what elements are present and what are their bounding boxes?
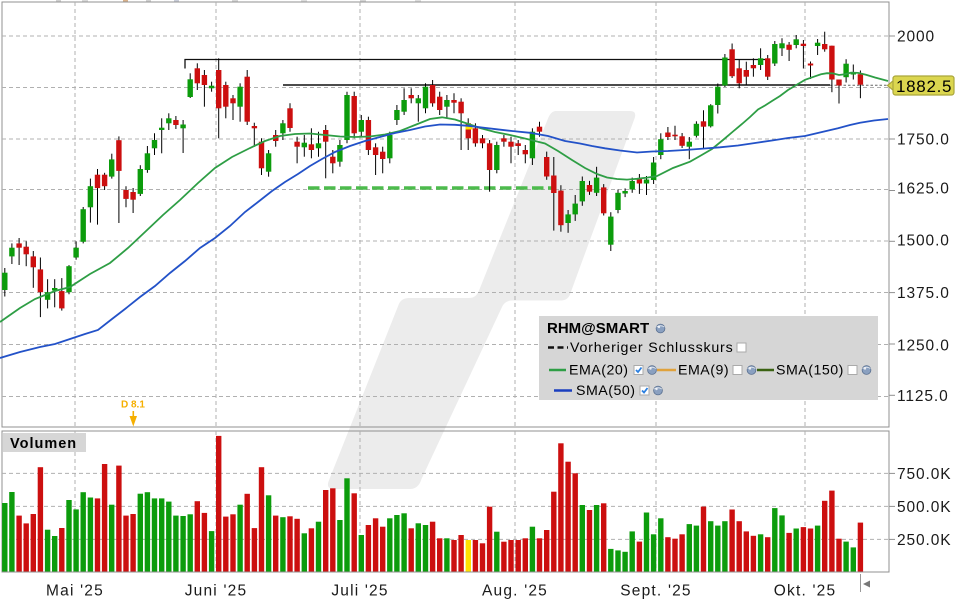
svg-text:250.0K: 250.0K — [897, 532, 952, 549]
svg-text:RHM@SMART: RHM@SMART — [547, 320, 649, 337]
svg-text:Juni '25: Juni '25 — [185, 583, 248, 600]
svg-text:1375.0: 1375.0 — [897, 285, 950, 302]
svg-text:SMA(150): SMA(150) — [776, 363, 844, 379]
svg-text:1500.0: 1500.0 — [897, 233, 950, 250]
svg-text:2000: 2000 — [897, 29, 935, 46]
svg-text:Vorheriger Schlusskurs: Vorheriger Schlusskurs — [570, 340, 733, 356]
svg-text:EMA(9): EMA(9) — [678, 363, 729, 379]
svg-text:Okt. '25: Okt. '25 — [774, 583, 837, 600]
svg-text:1625.0: 1625.0 — [897, 181, 950, 198]
svg-text:Aug. '25: Aug. '25 — [482, 583, 548, 600]
svg-text:Volumen: Volumen — [10, 436, 77, 452]
svg-text:1125.0: 1125.0 — [897, 388, 949, 405]
svg-text:750.0K: 750.0K — [897, 466, 952, 483]
svg-text:Juli '25: Juli '25 — [331, 583, 388, 600]
svg-text:500.0K: 500.0K — [897, 499, 952, 516]
svg-text:1250.0: 1250.0 — [897, 338, 950, 355]
svg-text:Mai '25: Mai '25 — [46, 583, 104, 600]
svg-text:1882.5: 1882.5 — [896, 77, 952, 96]
svg-text:SMA(50): SMA(50) — [576, 383, 635, 399]
svg-text:EMA(20): EMA(20) — [569, 363, 628, 379]
svg-text:1750.0: 1750.0 — [897, 132, 950, 149]
svg-text:D 8.1: D 8.1 — [121, 400, 145, 411]
svg-text:Sept. '25: Sept. '25 — [620, 583, 692, 600]
